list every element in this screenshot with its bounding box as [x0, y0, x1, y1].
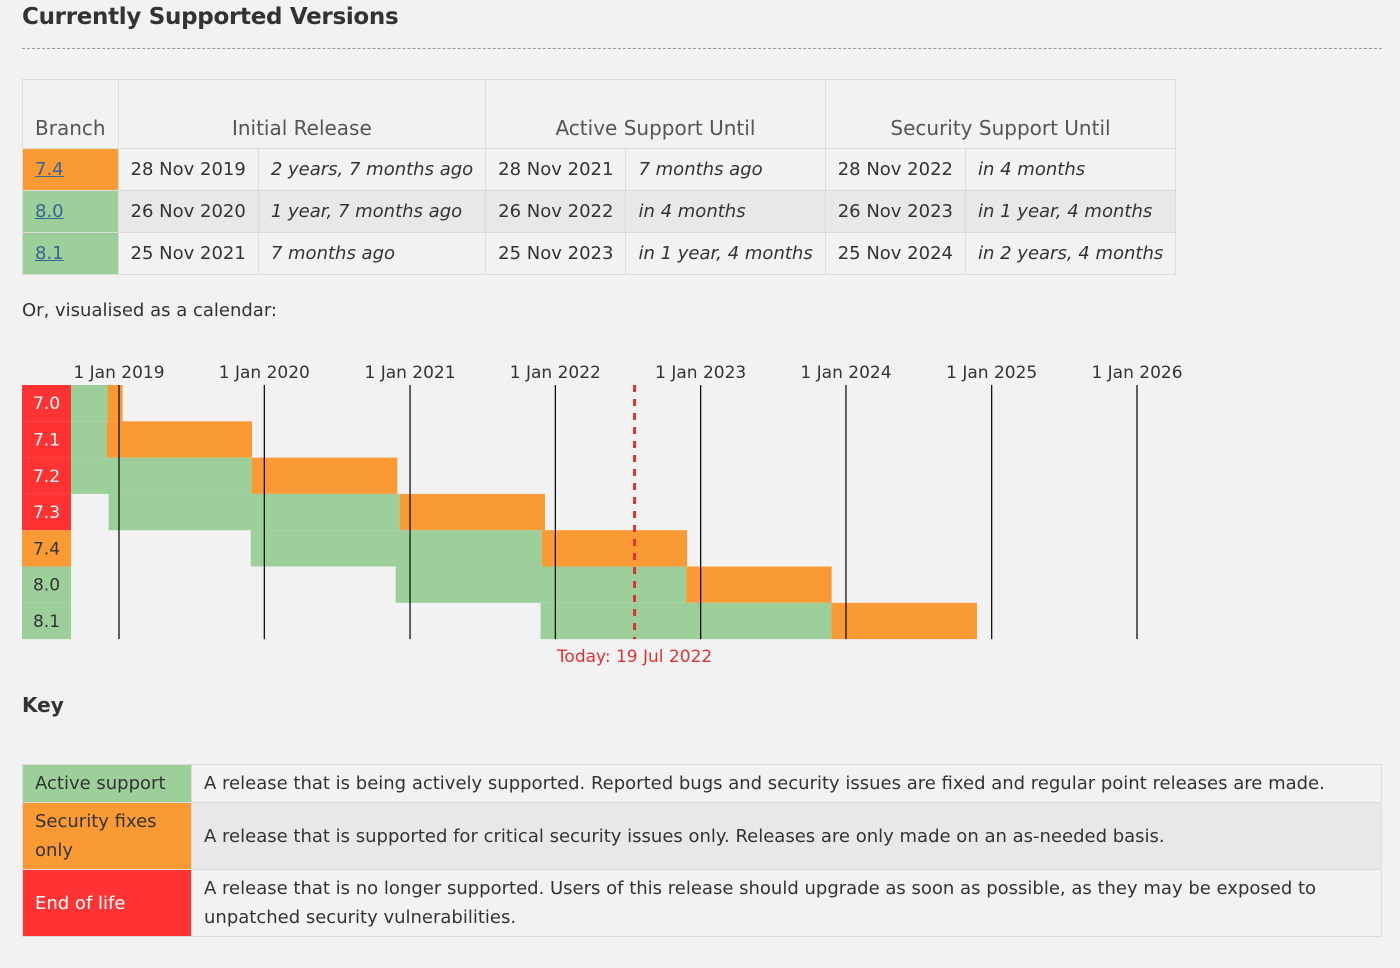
security-support-bar: [686, 566, 832, 603]
branch-cell: 8.0: [22, 190, 119, 233]
table-row-8-0: 8.0 26 Nov 2020 1 year, 7 months ago 26 …: [22, 190, 1177, 233]
branch-label-box: [22, 385, 71, 422]
initial-relative: 2 years, 7 months ago: [257, 148, 487, 191]
active-support-bar: [250, 530, 542, 567]
security-support-bar: [541, 530, 688, 567]
security-support-bar: [399, 493, 545, 531]
active-relative: 7 months ago: [625, 148, 826, 191]
active-date: 25 Nov 2023: [485, 232, 627, 275]
branch-label-box: [22, 493, 71, 531]
branch-label: 7.4: [33, 539, 60, 559]
active-support-bar: [71, 457, 252, 494]
security-relative: in 1 year, 4 months: [964, 190, 1177, 233]
active-support-bar: [395, 566, 687, 603]
key-title: Key: [22, 693, 64, 717]
branch-label: 8.0: [33, 576, 60, 596]
branch-label: 7.0: [33, 394, 60, 414]
key-row-active: Active support A release that is being a…: [22, 764, 1382, 803]
active-support-bar: [71, 421, 107, 458]
initial-date: 26 Nov 2020: [117, 190, 259, 233]
table-header-row: Branch Initial Release Active Support Un…: [22, 79, 1177, 149]
branch-label-box: [22, 530, 71, 567]
branch-label: 7.2: [33, 467, 60, 487]
key-label-active: Active support: [22, 764, 192, 803]
active-date: 26 Nov 2022: [485, 190, 627, 233]
security-support-bar: [831, 602, 977, 640]
security-relative: in 2 years, 4 months: [964, 232, 1177, 275]
branch-link-8-0[interactable]: 8.0: [35, 201, 64, 222]
year-tick-label: 1 Jan 2025: [946, 363, 1037, 383]
active-support-bar: [108, 493, 400, 531]
branch-label-box: [22, 421, 71, 458]
security-support-bar: [107, 385, 123, 422]
branch-cell: 7.4: [22, 148, 119, 191]
active-relative: in 1 year, 4 months: [625, 232, 826, 275]
year-tick-label: 1 Jan 2020: [219, 363, 310, 383]
security-date: 25 Nov 2024: [824, 232, 967, 275]
security-support-bar: [251, 457, 398, 494]
header-security-support: Security Support Until: [824, 79, 1177, 149]
branch-label-box: [22, 457, 71, 494]
branch-label: 7.1: [33, 430, 60, 450]
branch-label-box: [22, 566, 71, 603]
branch-link-8-1[interactable]: 8.1: [35, 243, 64, 264]
key-description-active: A release that is being actively support…: [191, 764, 1382, 803]
page-title: Currently Supported Versions: [22, 4, 399, 30]
year-tick-label: 1 Jan 2024: [800, 363, 891, 383]
branch-label: 7.3: [33, 503, 60, 523]
initial-date: 25 Nov 2021: [117, 232, 259, 275]
branch-link-7-4[interactable]: 7.4: [35, 159, 64, 180]
security-date: 28 Nov 2022: [824, 148, 967, 191]
security-relative: in 4 months: [964, 148, 1177, 191]
key-description-eol: A release that is no longer supported. U…: [191, 869, 1382, 937]
support-calendar-chart: 7.0 7.1 7.2 7.3 7.4 8.0 8.1 1 Jan 2019 1 Jan 202…: [22, 363, 1183, 667]
table-row-8-1: 8.1 25 Nov 2021 7 months ago 25 Nov 2023…: [22, 232, 1177, 275]
initial-relative: 1 year, 7 months ago: [257, 190, 487, 233]
year-tick-label: 1 Jan 2023: [655, 363, 746, 383]
key-label-eol: End of life: [22, 869, 192, 937]
branch-cell: 8.1: [22, 232, 119, 275]
key-row-security: Security fixes only A release that is su…: [22, 802, 1382, 870]
active-support-bar: [71, 385, 108, 422]
security-support-bar: [106, 421, 252, 458]
key-table: Active support A release that is being a…: [22, 764, 1382, 937]
year-tick-label: 1 Jan 2022: [510, 363, 601, 383]
key-row-eol: End of life A release that is no longer …: [22, 869, 1382, 937]
key-label-security: Security fixes only: [22, 802, 192, 870]
active-date: 28 Nov 2021: [485, 148, 627, 191]
year-tick-label: 1 Jan 2021: [364, 363, 455, 383]
branch-label: 8.1: [33, 612, 60, 632]
active-support-bar: [540, 602, 832, 640]
branch-label-box: [22, 602, 71, 640]
header-initial-release: Initial Release: [117, 79, 487, 149]
key-description-security: A release that is supported for critical…: [191, 802, 1382, 870]
supported-versions-table: Branch Initial Release Active Support Un…: [22, 79, 1177, 275]
header-active-support: Active Support Until: [485, 79, 826, 149]
calendar-intro: Or, visualised as a calendar:: [22, 300, 277, 321]
title-divider: [22, 48, 1382, 49]
year-tick-label: 1 Jan 2026: [1091, 363, 1182, 383]
header-branch: Branch: [22, 79, 119, 149]
table-row-7-4: 7.4 28 Nov 2019 2 years, 7 months ago 28…: [22, 148, 1177, 191]
year-tick-label: 1 Jan 2019: [73, 363, 164, 383]
security-date: 26 Nov 2023: [824, 190, 967, 233]
today-label: Today: 19 Jul 2022: [556, 647, 712, 667]
initial-relative: 7 months ago: [257, 232, 487, 275]
active-relative: in 4 months: [625, 190, 826, 233]
initial-date: 28 Nov 2019: [117, 148, 259, 191]
